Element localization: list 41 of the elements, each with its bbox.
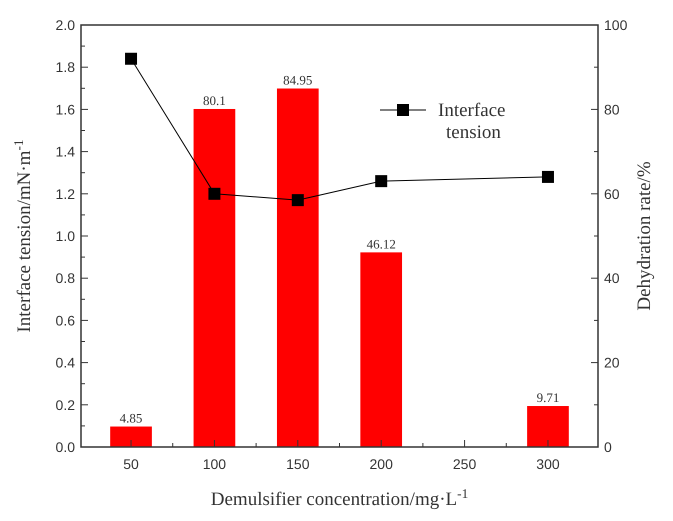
y-tick-label: 0.2 — [56, 396, 76, 413]
x-tick-label: 300 — [536, 456, 560, 472]
y2-axis-title: Dehydration rate/% — [634, 161, 655, 311]
point — [125, 52, 138, 65]
legend-label: Interface tension — [438, 100, 506, 143]
bar — [527, 406, 569, 447]
y-tick-label: 1.2 — [56, 186, 76, 202]
data-label: 46.12 — [366, 236, 396, 252]
data-label: 9.71 — [536, 390, 560, 406]
y2-tick-label: 60 — [604, 186, 620, 202]
y-tick-label: 1.6 — [56, 101, 76, 118]
y2-tick-label: 100 — [604, 17, 628, 33]
x-tick-label: 200 — [370, 456, 394, 472]
x-tick-label: 50 — [123, 456, 140, 472]
x-axis-title: Demulsifier concentration/mg·L$^{-1}$ — [210, 486, 468, 510]
data-label: 84.95 — [283, 72, 312, 88]
y-tick-label: 0.4 — [56, 354, 76, 371]
bar — [110, 426, 152, 447]
y2-tick-label: 20 — [604, 354, 620, 371]
y-tick-label: 1.8 — [56, 59, 76, 76]
data-label: 4.85 — [120, 410, 142, 426]
y-tick-label: 1.4 — [56, 144, 76, 160]
bar — [194, 108, 236, 447]
y2-tick-label: 80 — [604, 101, 620, 118]
y-tick-label: 1.0 — [56, 228, 76, 244]
x-tick-label: 250 — [452, 456, 476, 472]
data-label: 80.1 — [203, 92, 226, 108]
x-tick-label: 150 — [286, 456, 310, 472]
point — [208, 188, 220, 200]
bar — [360, 252, 402, 447]
point — [292, 194, 304, 206]
bar — [276, 88, 319, 447]
y-tick-label: 0.0 — [56, 439, 76, 455]
y-tick-label: 0.6 — [56, 312, 76, 328]
point — [375, 175, 388, 188]
y-tick-label: 0.8 — [56, 270, 76, 286]
y2-tick-label: 0 — [604, 439, 612, 455]
y2-tick-label: 40 — [604, 270, 620, 286]
x-tick-label: 100 — [202, 456, 226, 472]
y-tick-label: 2.0 — [56, 17, 76, 33]
point — [542, 170, 554, 183]
